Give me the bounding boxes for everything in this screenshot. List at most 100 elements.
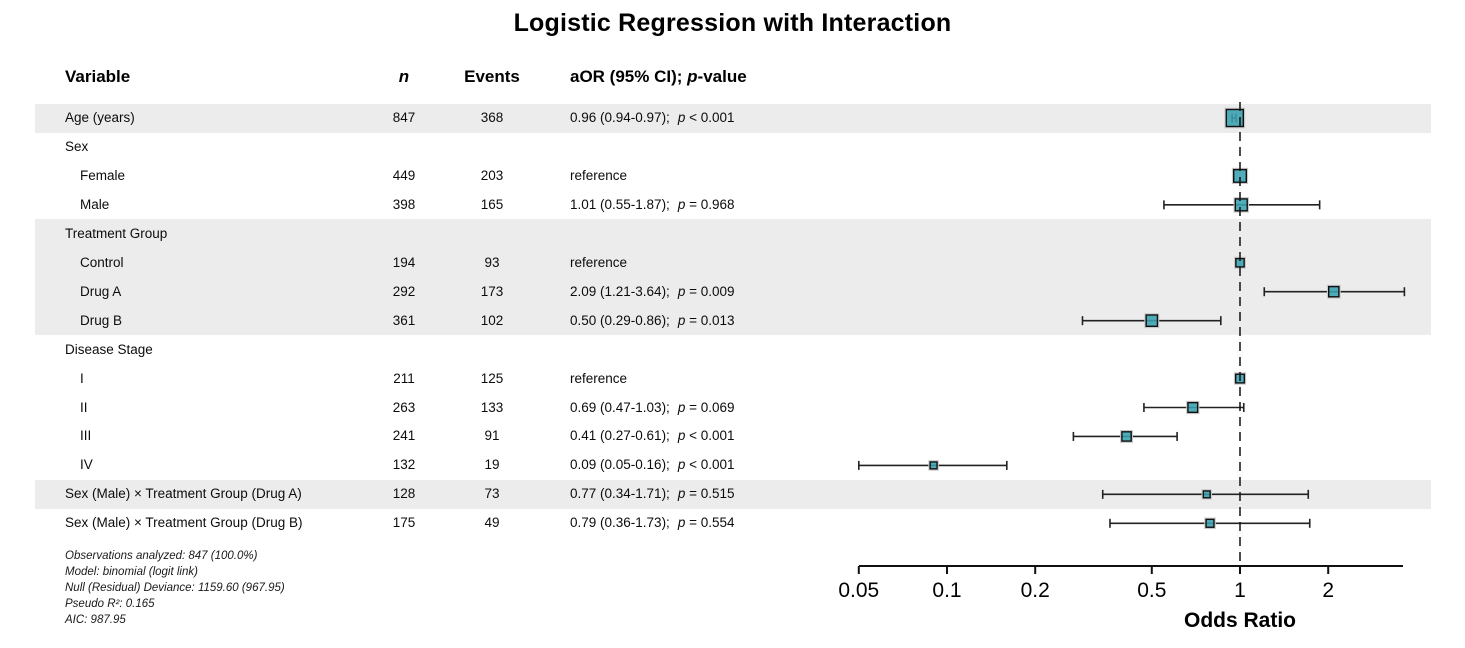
forest-marker <box>1202 490 1211 499</box>
column-header-events: Events <box>464 67 520 86</box>
row-label: Drug B <box>80 312 123 328</box>
row-estimate: 0.69 (0.47-1.03); p = 0.069 <box>570 399 735 415</box>
row-label: IV <box>80 457 93 473</box>
row-n: 292 <box>392 283 416 299</box>
forest-marker-halo <box>1326 284 1341 299</box>
row-pvalue: p = 0.515 <box>677 486 735 502</box>
row-estimate: reference <box>570 370 628 386</box>
row-label: III <box>80 428 92 444</box>
row-events: 73 <box>484 486 500 502</box>
column-header-n-text: n <box>398 67 410 86</box>
row-label: Sex <box>65 138 89 154</box>
x-axis-tick-label: 1 <box>1234 579 1246 602</box>
row-estimate: reference <box>570 254 628 270</box>
column-header-n: n <box>399 67 409 87</box>
aor-header-prefix: aOR (95% CI); <box>570 67 688 86</box>
row-label: Treatment Group <box>65 225 168 241</box>
row-events: 173 <box>480 283 504 299</box>
row-n: 175 <box>392 515 416 531</box>
row-estimate: 0.79 (0.36-1.73); p = 0.554 <box>570 515 735 531</box>
row-estimate: 0.96 (0.94-0.97); p < 0.001 <box>570 110 735 125</box>
forest-marker <box>1234 198 1248 212</box>
x-axis-tick-label: 0.5 <box>1137 579 1166 602</box>
chart-title: Logistic Regression with Interaction <box>513 9 952 37</box>
row-events: 203 <box>480 167 504 183</box>
footnote-line: Model: binomial (logit link) <box>65 565 198 578</box>
forest-marker-halo <box>1224 107 1246 129</box>
forest-marker <box>929 461 938 470</box>
row-pvalue: p = 0.968 <box>677 196 735 212</box>
x-axis-tick-label: 0.1 <box>932 579 961 602</box>
row-n: 211 <box>393 370 415 386</box>
row-events: 93 <box>484 254 500 270</box>
forest-marker-halo <box>1120 430 1133 443</box>
forest-marker <box>1145 314 1159 328</box>
row-n: 847 <box>392 110 416 125</box>
row-label: Sex (Male) × Treatment Group (Drug A) <box>65 486 302 502</box>
forest-marker <box>1328 285 1340 298</box>
forest-marker-halo <box>1204 517 1216 530</box>
row-n: 194 <box>392 254 416 270</box>
row-pvalue: p = 0.013 <box>677 312 735 328</box>
row-label: Male <box>80 196 110 212</box>
row-events: 368 <box>480 110 504 125</box>
row-label: Disease Stage <box>65 341 153 357</box>
row-pvalue: p < 0.001 <box>677 457 735 473</box>
x-axis-label: Odds Ratio <box>1184 609 1296 632</box>
row-n: 361 <box>392 312 416 328</box>
row-stripe <box>35 277 1431 307</box>
row-estimate: reference <box>570 167 628 183</box>
forest-marker-halo <box>1144 313 1160 329</box>
row-n: 398 <box>392 196 416 212</box>
row-n: 132 <box>392 457 416 473</box>
column-header-variable: Variable <box>65 67 131 86</box>
row-n: 241 <box>392 428 416 444</box>
row-stripe <box>35 103 1431 133</box>
row-pvalue: p < 0.001 <box>677 428 735 444</box>
footnote-line: Null (Residual) Deviance: 1159.60 (967.9… <box>65 581 285 594</box>
forest-marker <box>1205 518 1215 528</box>
row-stripe <box>35 248 1431 278</box>
row-events: 133 <box>480 399 504 415</box>
forest-marker <box>1187 401 1199 414</box>
row-stripe <box>35 219 1431 249</box>
row-label: I <box>80 370 84 386</box>
row-estimate: 0.77 (0.34-1.71); p = 0.515 <box>570 486 735 502</box>
row-label: Control <box>80 254 124 270</box>
row-estimate: 1.01 (0.55-1.87); p = 0.968 <box>570 196 735 212</box>
forest-marker-halo <box>1233 197 1250 213</box>
row-label: Drug A <box>80 283 122 299</box>
row-pvalue: p = 0.069 <box>677 399 735 415</box>
x-axis-tick-label: 0.05 <box>838 579 879 602</box>
row-estimate: 0.09 (0.05-0.16); p < 0.001 <box>570 457 735 473</box>
x-axis-tick-label: 2 <box>1322 579 1334 602</box>
row-label: Sex (Male) × Treatment Group (Drug B) <box>65 515 303 531</box>
footnote-line: AIC: 987.95 <box>65 613 126 626</box>
row-label: II <box>80 399 88 415</box>
row-pvalue: p = 0.554 <box>677 515 735 531</box>
forest-marker <box>1225 108 1245 128</box>
row-n: 263 <box>392 399 416 415</box>
row-events: 49 <box>484 515 500 531</box>
aor-header-p: p <box>687 67 698 86</box>
footnote-line: Observations analyzed: 847 (100.0%) <box>65 550 258 562</box>
row-estimate: 0.50 (0.29-0.86); p = 0.013 <box>570 312 735 328</box>
model-footnotes: Observations analyzed: 847 (100.0%) Model… <box>65 549 285 629</box>
row-n: 449 <box>392 167 416 183</box>
row-estimate: 2.09 (1.21-3.64); p = 0.009 <box>570 283 735 299</box>
column-header-aor: aOR (95% CI); p-value <box>570 67 747 87</box>
forest-marker-halo <box>1201 489 1212 500</box>
footnote-line: Pseudo R²: 0.165 <box>65 597 155 610</box>
row-pvalue: p = 0.009 <box>677 283 735 299</box>
x-axis-tick-label: 0.2 <box>1021 579 1050 602</box>
forest-marker <box>1121 431 1132 442</box>
row-label: Female <box>80 167 126 183</box>
row-events: 91 <box>484 428 500 444</box>
aor-header-suffix: -value <box>697 67 747 86</box>
forest-marker-halo <box>1186 400 1200 415</box>
forest-marker-halo <box>928 460 939 471</box>
row-label: Age (years) <box>65 110 135 125</box>
row-events: 19 <box>484 457 500 473</box>
